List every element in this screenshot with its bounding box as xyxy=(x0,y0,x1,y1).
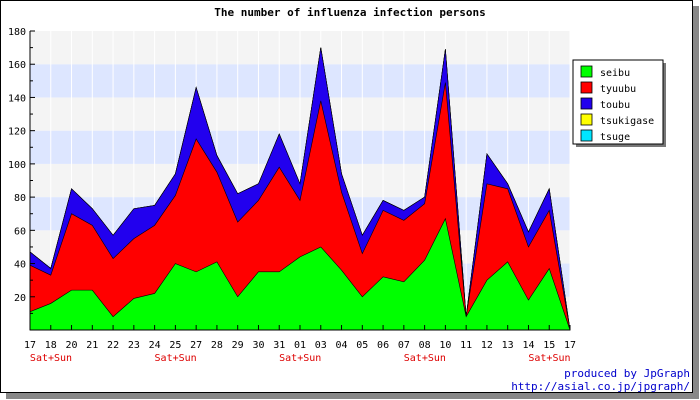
x-tick-label: 18 xyxy=(45,340,57,351)
legend-label-tyuubu: tyuubu xyxy=(600,84,636,95)
x-tick-label: 06 xyxy=(377,340,389,351)
legend-label-toubu: toubu xyxy=(600,100,630,111)
weekend-label: Sat+Sun xyxy=(155,353,197,364)
x-tick-label: 23 xyxy=(128,340,140,351)
x-tick-label: 15 xyxy=(543,340,555,351)
legend-swatch-tyuubu xyxy=(580,81,593,94)
legend-swatch-tsukigase xyxy=(580,113,593,126)
weekend-label: Sat+Sun xyxy=(404,353,446,364)
x-tick-label: 07 xyxy=(398,340,410,351)
x-tick-label: 27 xyxy=(190,340,202,351)
legend-label-tsuge: tsuge xyxy=(600,132,630,143)
x-tick-label: 11 xyxy=(460,340,472,351)
area-seibu xyxy=(29,217,571,331)
x-tick-label: 17 xyxy=(24,340,36,351)
x-tick-label: 22 xyxy=(107,340,119,351)
x-tick-label: 21 xyxy=(86,340,98,351)
y-tick-label: 80 xyxy=(14,193,26,204)
x-tick-label: 05 xyxy=(356,340,368,351)
y-tick-label: 180 xyxy=(8,27,26,38)
x-tick-label: 14 xyxy=(522,340,534,351)
legend: seibu tyuubu toubu tsukigase tsuge xyxy=(572,59,666,147)
y-tick-label: 120 xyxy=(8,127,26,138)
x-tick-label: 30 xyxy=(252,340,264,351)
x-tick-label: 04 xyxy=(336,340,348,351)
frame-shadow-bottom xyxy=(6,393,699,399)
y-tick-label: 140 xyxy=(8,93,26,104)
x-tick-label: 10 xyxy=(439,340,451,351)
legend-label-tsukigase: tsukigase xyxy=(600,116,654,127)
credit-producer: produced by JpGraph xyxy=(564,367,690,380)
weekend-label: Sat+Sun xyxy=(528,353,570,364)
x-tick-label: 12 xyxy=(481,340,493,351)
legend-swatch-seibu xyxy=(580,65,593,78)
x-tick-label: 28 xyxy=(211,340,223,351)
legend-label-seibu: seibu xyxy=(600,68,630,79)
y-tick-label: 20 xyxy=(14,293,26,304)
legend-swatch-toubu xyxy=(580,97,593,110)
x-tick-label: 31 xyxy=(273,340,285,351)
x-tick-label: 24 xyxy=(149,340,161,351)
credit-url: http://asial.co.jp/jpgraph/ xyxy=(511,380,690,393)
legend-swatch-tsuge xyxy=(580,129,593,142)
x-tick-label: 20 xyxy=(66,340,78,351)
x-tick-label: 25 xyxy=(169,340,181,351)
x-tick-label: 01 xyxy=(294,340,306,351)
x-tick-label: 17 xyxy=(564,340,576,351)
frame-shadow-right xyxy=(693,6,699,399)
x-tick-label: 03 xyxy=(315,340,327,351)
y-tick-label: 60 xyxy=(14,226,26,237)
axes: 20 40 60 80 100 120 140 160 180 17 18 20 21 22 23 24 25 2… xyxy=(8,27,576,364)
weekend-label: Sat+Sun xyxy=(279,353,321,364)
chart-title: The number of influenza infection person… xyxy=(214,6,486,19)
x-tick-label: 29 xyxy=(232,340,244,351)
stacked-areas xyxy=(29,47,571,331)
weekend-label: Sat+Sun xyxy=(30,353,72,364)
x-tick-label: 13 xyxy=(502,340,514,351)
y-tick-label: 100 xyxy=(8,160,26,171)
y-tick-label: 40 xyxy=(14,260,26,271)
y-tick-label: 160 xyxy=(8,60,26,71)
x-tick-label: 08 xyxy=(419,340,431,351)
